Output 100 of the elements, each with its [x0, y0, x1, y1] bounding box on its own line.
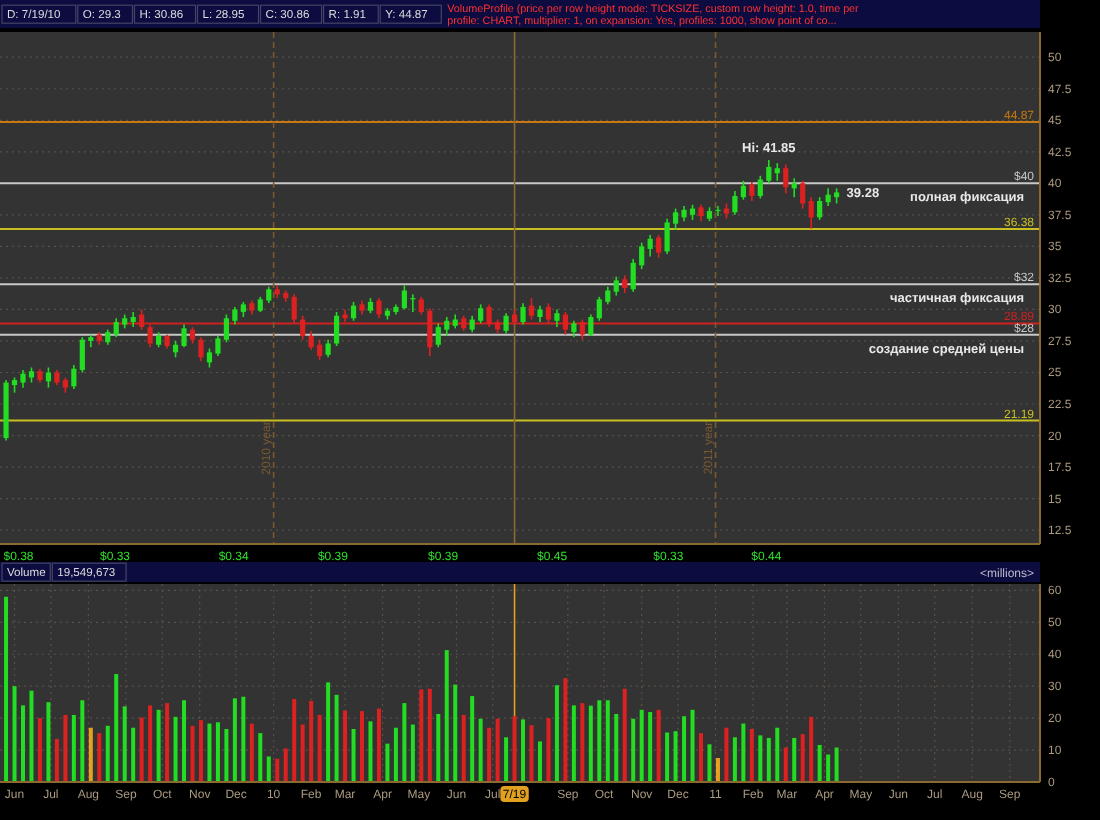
- bar: [504, 737, 509, 782]
- candlestick: [478, 303, 484, 325]
- bar: [461, 714, 466, 782]
- bar: [809, 716, 814, 782]
- candlestick: [613, 275, 619, 297]
- candlestick: [774, 162, 780, 182]
- candlestick: [656, 234, 662, 259]
- candlestick: [562, 311, 568, 336]
- bar: [105, 725, 110, 782]
- bar: [707, 744, 712, 782]
- bar: [343, 710, 348, 782]
- bar: [97, 733, 102, 782]
- bar: [334, 694, 339, 782]
- bar: [775, 727, 780, 782]
- bar: [826, 754, 831, 782]
- bar: [71, 714, 76, 782]
- bar: [673, 731, 678, 782]
- bar: [122, 706, 127, 782]
- bar: [792, 737, 797, 782]
- candlestick: [800, 180, 806, 210]
- bar: [478, 718, 483, 782]
- bar: [80, 700, 85, 782]
- bar: [148, 705, 153, 782]
- bar: [419, 689, 424, 782]
- bar: [436, 713, 441, 782]
- candlestick: [300, 314, 306, 341]
- bar: [173, 716, 178, 782]
- candlestick: [147, 323, 153, 349]
- candlestick: [596, 296, 602, 322]
- candlestick: [817, 196, 823, 221]
- bar: [4, 596, 9, 782]
- bar: [360, 711, 364, 782]
- bar: [656, 709, 661, 782]
- bar: [21, 705, 25, 782]
- candlestick: [486, 303, 492, 328]
- candlestick: [579, 318, 585, 341]
- candlestick: [139, 308, 145, 331]
- candlestick: [503, 312, 509, 335]
- bar: [275, 758, 280, 782]
- bar: [444, 650, 449, 782]
- candlestick: [783, 163, 789, 195]
- bar: [215, 722, 220, 782]
- bar: [588, 705, 593, 782]
- bar: [88, 727, 93, 782]
- bar: [817, 744, 822, 782]
- bar: [614, 713, 619, 782]
- candlestick: [71, 364, 77, 390]
- bar: [631, 718, 636, 782]
- candlestick: [376, 297, 382, 320]
- bar: [249, 723, 254, 782]
- bar: [529, 725, 534, 782]
- bar: [12, 686, 17, 782]
- candlestick: [647, 234, 653, 258]
- bar: [495, 718, 500, 782]
- candlestick: [808, 196, 814, 230]
- candlestick: [342, 308, 348, 323]
- candlestick: [333, 311, 340, 347]
- candlestick: [588, 313, 594, 337]
- bar: [724, 727, 729, 782]
- bar: [682, 716, 687, 782]
- bar: [834, 747, 839, 782]
- bar: [639, 709, 644, 782]
- candlestick: [435, 322, 441, 349]
- bar: [54, 738, 59, 782]
- bar: [190, 725, 195, 782]
- bar: [393, 727, 398, 782]
- candlestick: [79, 336, 85, 374]
- bar: [800, 734, 805, 782]
- bar: [410, 724, 415, 782]
- bar: [597, 700, 602, 782]
- bar: [300, 724, 305, 782]
- bar: [198, 720, 203, 782]
- bar: [46, 702, 51, 782]
- candlestick: [732, 190, 738, 216]
- candlestick: [444, 316, 450, 337]
- bar: [741, 723, 746, 782]
- bar: [402, 703, 407, 782]
- bar: [139, 717, 144, 782]
- bar: [648, 712, 653, 782]
- candlestick: [664, 217, 670, 255]
- bar: [571, 705, 576, 782]
- bar: [266, 756, 271, 782]
- bar: [317, 714, 322, 782]
- bar: [385, 743, 390, 782]
- candlestick: [427, 307, 433, 357]
- bar: [292, 698, 297, 782]
- candlestick: [317, 338, 323, 361]
- bar: [690, 709, 695, 782]
- bar: [283, 748, 288, 782]
- candlestick: [528, 297, 535, 321]
- bar: [309, 700, 314, 782]
- bar: [580, 703, 585, 782]
- candlestick: [791, 177, 797, 198]
- candlestick: [520, 302, 526, 326]
- bar: [224, 728, 229, 782]
- bar: [766, 737, 771, 782]
- candlestick: [401, 284, 407, 311]
- bar: [427, 688, 432, 782]
- candlestick: [181, 323, 187, 349]
- candlestick: [113, 317, 119, 338]
